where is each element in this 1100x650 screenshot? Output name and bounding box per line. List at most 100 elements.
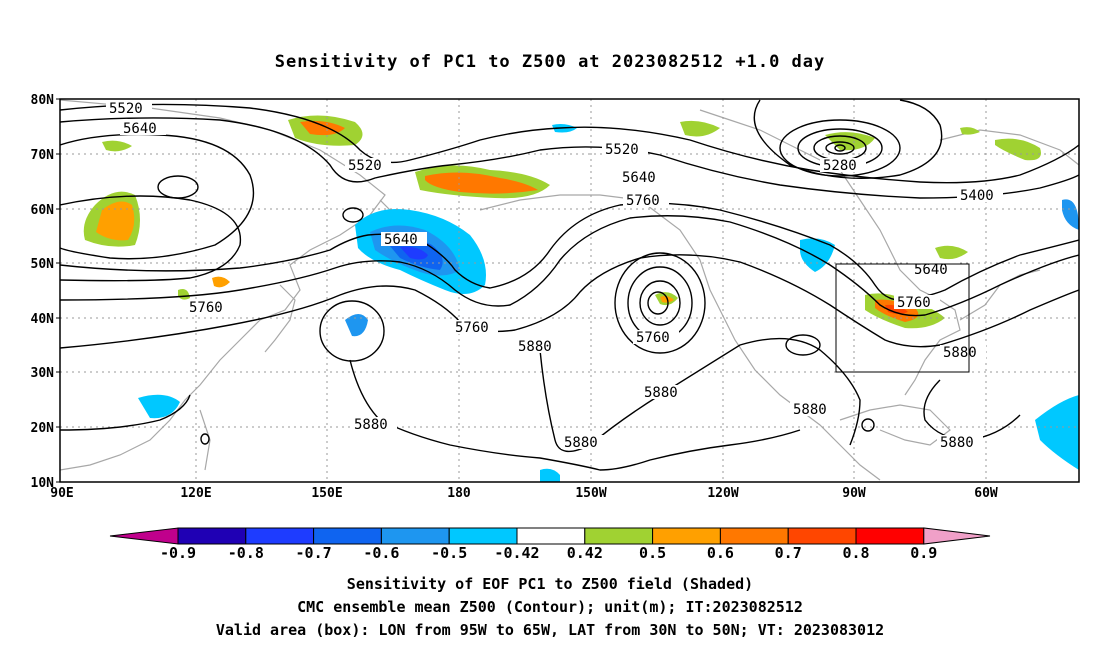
contour-label: 5640 bbox=[120, 121, 166, 137]
colorbar-segment bbox=[584, 527, 654, 545]
colorbar-segment bbox=[787, 527, 857, 545]
colorbar-segment bbox=[516, 527, 586, 545]
contour-5760-ring-3 bbox=[639, 280, 681, 326]
lat-label: 70N bbox=[31, 148, 55, 163]
svg-text:5520: 5520 bbox=[348, 158, 382, 174]
colorbar-label: 0.5 bbox=[639, 544, 666, 562]
lat-label: 50N bbox=[31, 257, 55, 272]
lon-label: 90E bbox=[50, 486, 73, 501]
contour-tiny-1 bbox=[200, 433, 210, 445]
longitude-labels: 90E 120E 150E 180 150W 120W 90W 60W bbox=[50, 486, 998, 501]
contour-small-high bbox=[157, 175, 199, 199]
contour-5880-low bbox=[319, 300, 385, 362]
contour-5520-a bbox=[60, 103, 1079, 184]
caption-line-3: Valid area (box): LON from 95W to 65W, L… bbox=[216, 621, 884, 639]
latitude-ticks bbox=[56, 98, 60, 483]
lon-label: 150W bbox=[575, 486, 606, 501]
north-america-west-coast bbox=[479, 194, 881, 481]
colorbar-segment bbox=[652, 527, 721, 545]
svg-text:5760: 5760 bbox=[189, 300, 223, 316]
svg-text:5880: 5880 bbox=[940, 435, 974, 451]
contour-5760-c bbox=[60, 254, 1079, 349]
caption-line-1: Sensitivity of EOF PC1 to Z500 field (Sh… bbox=[347, 575, 753, 593]
lon-label: 180 bbox=[447, 486, 471, 501]
colorbar-extend-low bbox=[109, 527, 179, 545]
shade-pos-6 bbox=[96, 201, 135, 241]
lon-label: 90W bbox=[842, 486, 866, 501]
map-frame bbox=[59, 98, 1080, 483]
contour-label: 5280 bbox=[820, 158, 866, 174]
svg-text:5640: 5640 bbox=[914, 262, 948, 278]
colorbar-extend-high bbox=[923, 527, 991, 545]
svg-text:5880: 5880 bbox=[943, 345, 977, 361]
colorbar-label: -0.6 bbox=[363, 544, 399, 562]
svg-text:5640: 5640 bbox=[384, 232, 418, 248]
gulf-coast bbox=[839, 404, 951, 446]
contour-label: 5520 bbox=[345, 158, 391, 174]
lat-label: 30N bbox=[31, 366, 55, 381]
lat-label: 60N bbox=[31, 203, 55, 218]
colorbar-label: 0.7 bbox=[775, 544, 802, 562]
shade-pos-17 bbox=[212, 276, 230, 288]
contour-5880-e bbox=[60, 394, 191, 431]
colorbar-segment bbox=[448, 527, 518, 545]
valid-area-box bbox=[835, 263, 970, 373]
lat-label: 80N bbox=[31, 93, 55, 108]
contour-small-low bbox=[342, 207, 364, 223]
colorbar-segment bbox=[245, 527, 315, 545]
shade-neg-9 bbox=[800, 238, 835, 272]
svg-text:5880: 5880 bbox=[644, 385, 678, 401]
svg-text:5880: 5880 bbox=[564, 435, 598, 451]
contour-label: 5640 bbox=[619, 170, 665, 186]
contour-label: 5760 bbox=[633, 330, 679, 346]
contour-label: 5880 bbox=[515, 339, 561, 355]
contour-tiny-2 bbox=[861, 418, 875, 432]
shade-pos-12 bbox=[680, 120, 720, 137]
shade-neg-4 bbox=[400, 246, 428, 260]
shade-neg-7 bbox=[1035, 395, 1079, 470]
svg-text:5400: 5400 bbox=[960, 188, 994, 204]
philippines-coast bbox=[199, 409, 211, 471]
shade-neg-11 bbox=[540, 468, 560, 482]
colorbar-label: -0.8 bbox=[228, 544, 264, 562]
contour-5760-ring-1 bbox=[614, 252, 706, 354]
lat-label: 40N bbox=[31, 312, 55, 327]
svg-text:5640: 5640 bbox=[622, 170, 656, 186]
colorbar-label: 0.6 bbox=[707, 544, 734, 562]
north-america-east-coast bbox=[699, 109, 961, 396]
contour-label: 5760 bbox=[623, 193, 669, 209]
contour-label: 5880 bbox=[351, 417, 397, 433]
contour-label: 5880 bbox=[940, 345, 986, 361]
shade-pos-7 bbox=[102, 140, 132, 152]
contour-5760-ring-4 bbox=[647, 291, 669, 315]
map-background bbox=[60, 99, 1079, 482]
colorbar-segment bbox=[380, 527, 450, 545]
contour-label: 5520 bbox=[106, 101, 152, 117]
shade-neg-5 bbox=[345, 314, 368, 337]
contour-label: 5880 bbox=[790, 402, 836, 418]
svg-text:5520: 5520 bbox=[109, 101, 143, 117]
shade-neg-8 bbox=[1062, 199, 1079, 230]
contour-label: 5760 bbox=[186, 300, 232, 316]
svg-text:5640: 5640 bbox=[123, 121, 157, 137]
contour-5880-a bbox=[539, 337, 861, 453]
contour-labels: 5520 5640 5520 5640 5520 5640 5760 5280 … bbox=[106, 101, 1003, 451]
shade-pos-19 bbox=[960, 127, 980, 135]
lon-label: 120E bbox=[180, 486, 211, 501]
contour-label: 5880 bbox=[561, 435, 607, 451]
contour-label: 5760 bbox=[894, 295, 940, 311]
colorbar-label: -0.42 bbox=[494, 544, 539, 562]
contour-5640-a bbox=[60, 117, 1079, 199]
latitude-labels: 80N 70N 60N 50N 40N 30N 20N 10N bbox=[31, 93, 55, 491]
svg-text:5760: 5760 bbox=[626, 193, 660, 209]
colorbar-label: 0.42 bbox=[567, 544, 603, 562]
shade-pos-4 bbox=[425, 172, 538, 194]
caption-line-2: CMC ensemble mean Z500 (Contour); unit(m… bbox=[297, 598, 803, 616]
contour-label: 5760 bbox=[452, 320, 498, 336]
colorbar-label: -0.7 bbox=[296, 544, 332, 562]
contour-low-ring-1 bbox=[779, 119, 901, 177]
contour-5880-c bbox=[785, 334, 821, 356]
contour-label: 5640 bbox=[381, 232, 427, 248]
svg-text:5280: 5280 bbox=[823, 158, 857, 174]
